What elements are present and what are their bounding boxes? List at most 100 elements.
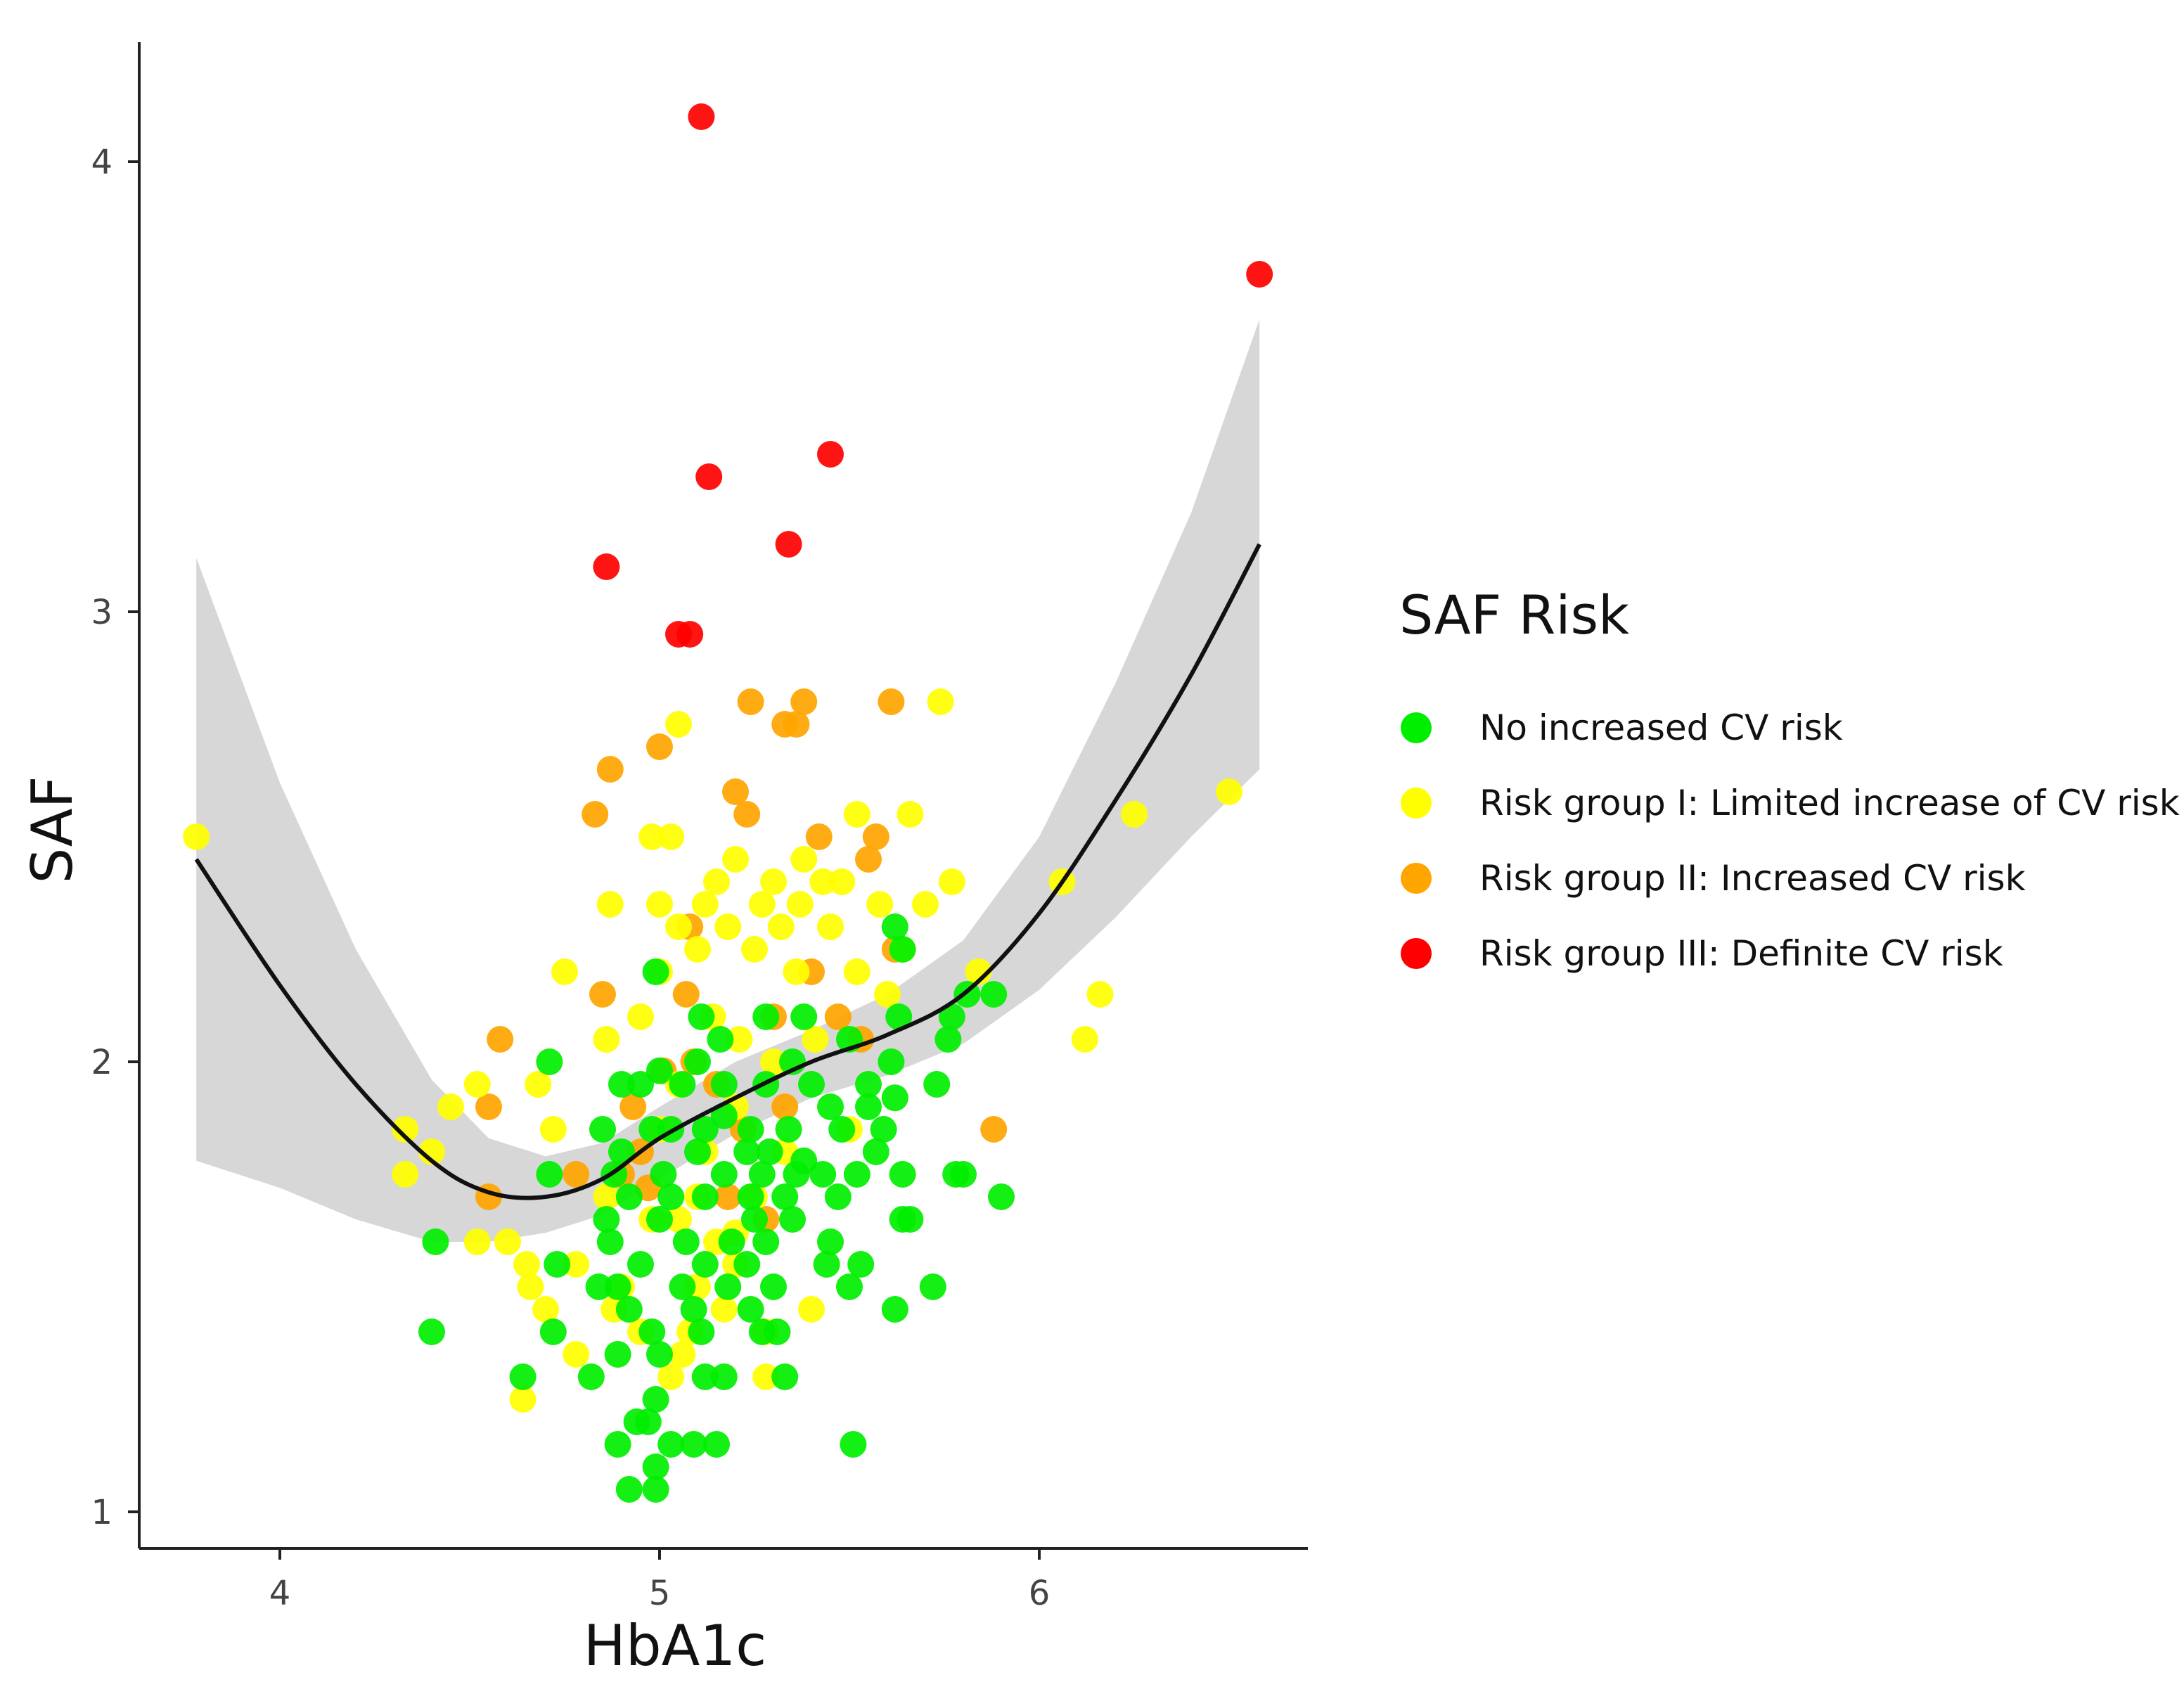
data-point <box>934 1026 962 1053</box>
data-point <box>980 1116 1008 1143</box>
data-point <box>418 1318 445 1345</box>
data-point <box>638 1116 666 1143</box>
data-point <box>790 1003 818 1030</box>
data-point <box>760 1273 787 1300</box>
data-point <box>988 1183 1015 1210</box>
data-point <box>710 1296 738 1323</box>
data-point <box>608 1071 635 1098</box>
data-point <box>463 1071 491 1098</box>
data-point <box>680 1431 707 1458</box>
data-point <box>710 1161 738 1188</box>
data-point <box>741 1206 768 1233</box>
data-point <box>748 1161 776 1188</box>
data-point <box>593 1206 620 1233</box>
data-point <box>392 1116 419 1143</box>
data-point <box>422 1228 449 1255</box>
data-point <box>563 1161 590 1188</box>
data-point <box>817 913 844 940</box>
data-point <box>657 823 685 850</box>
data-point <box>881 1296 908 1323</box>
data-point <box>596 756 624 783</box>
data-point <box>802 1026 829 1053</box>
axes <box>138 42 1308 1550</box>
data-point <box>688 1318 715 1345</box>
data-point <box>775 1116 802 1143</box>
data-point <box>889 936 916 963</box>
data-point <box>536 1048 563 1075</box>
y-axis-title: SAF <box>20 776 85 883</box>
data-point <box>855 1093 882 1120</box>
data-point <box>593 553 620 580</box>
series-green <box>418 913 1015 1503</box>
data-point <box>672 1228 700 1255</box>
data-point <box>980 981 1008 1008</box>
legend: SAF Risk No increased CV risk Risk group… <box>1399 584 2180 991</box>
data-point <box>836 1273 863 1300</box>
data-point <box>589 1116 616 1143</box>
data-point <box>494 1228 521 1255</box>
data-point <box>790 688 818 715</box>
data-point <box>965 958 992 985</box>
data-point <box>855 846 882 873</box>
data-point <box>657 1363 685 1390</box>
data-point <box>710 1071 738 1098</box>
data-point <box>551 958 578 985</box>
data-point <box>824 1183 852 1210</box>
data-point <box>577 1363 605 1390</box>
data-point <box>889 1161 916 1188</box>
data-point <box>593 1026 620 1053</box>
data-point <box>741 936 768 963</box>
data-point <box>733 1138 761 1165</box>
data-point <box>1121 801 1148 828</box>
legend-item-risk-group-1: Risk group I: Limited increase of CV ris… <box>1399 765 2180 840</box>
data-point <box>718 1228 745 1255</box>
data-point <box>563 1251 590 1278</box>
data-point <box>783 1161 810 1188</box>
data-point <box>646 1206 673 1233</box>
data-point <box>646 1341 673 1368</box>
data-point <box>487 1026 514 1053</box>
data-point <box>737 1116 764 1143</box>
data-point <box>596 1228 624 1255</box>
y-tick-label: 2 <box>91 1043 113 1082</box>
data-point <box>646 733 673 760</box>
data-point <box>885 1003 913 1030</box>
data-point <box>646 1057 673 1084</box>
data-point <box>737 1296 764 1323</box>
data-point <box>824 1003 852 1030</box>
x-tick-label: 4 <box>269 1574 291 1613</box>
data-point <box>676 621 704 648</box>
data-point <box>809 868 837 895</box>
data-point <box>680 1296 707 1323</box>
legend-swatch-red <box>1401 937 1432 969</box>
data-point <box>695 463 723 490</box>
data-point <box>437 1093 464 1120</box>
data-point <box>722 778 749 805</box>
data-point <box>843 958 871 985</box>
data-point <box>463 1228 491 1255</box>
data-point <box>608 1138 635 1165</box>
data-point <box>691 1116 719 1143</box>
data-point <box>509 1363 537 1390</box>
data-point <box>878 688 905 715</box>
data-point <box>786 891 814 918</box>
data-point <box>703 1431 730 1458</box>
legend-swatch-yellow <box>1401 787 1432 819</box>
data-point <box>517 1273 544 1300</box>
data-point <box>615 1296 643 1323</box>
data-point <box>783 711 810 738</box>
y-tick-label: 4 <box>91 143 113 182</box>
data-point <box>828 868 856 895</box>
data-point <box>669 1341 696 1368</box>
data-point <box>657 1183 685 1210</box>
data-point <box>539 1116 567 1143</box>
data-point <box>691 891 719 918</box>
data-point <box>923 1071 951 1098</box>
data-point <box>714 913 742 940</box>
data-point <box>544 1251 571 1278</box>
data-point <box>950 1161 977 1188</box>
data-point <box>771 1093 799 1120</box>
data-point <box>615 1476 643 1503</box>
data-point <box>665 913 692 940</box>
